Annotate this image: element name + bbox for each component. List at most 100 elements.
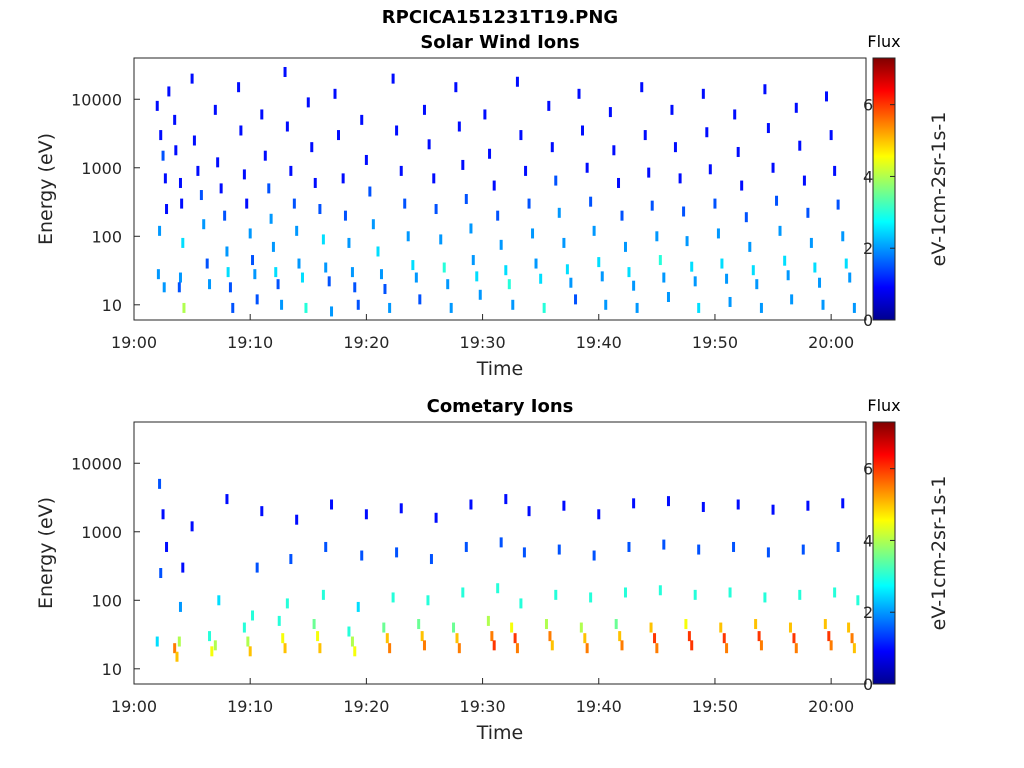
spectrogram-cell [682,206,686,217]
y-tick-label: 10 [102,296,122,315]
spectrogram-cell [829,130,833,141]
spectrogram-cell [754,619,758,630]
spectrogram-cell [318,643,322,654]
spectrogram-cell [420,631,424,642]
spectrogram-cell [658,255,662,266]
spectrogram-cell [395,125,399,136]
x-tick-label: 19:10 [227,333,273,352]
spectrogram-cell [205,258,209,269]
spectrogram-cell [757,631,761,642]
y-tick-label: 1000 [81,523,122,542]
colorbar-gradient [872,421,896,685]
spectrogram-cell [585,643,589,654]
spectrogram-cells [155,478,860,662]
spectrogram-cell [653,633,657,644]
spectrogram-cell [156,269,160,280]
y-tick-label: 10000 [71,90,122,109]
spectrogram-cell [208,631,212,642]
spectrogram-cell [632,498,636,509]
spectrogram-cell [847,622,851,633]
spectrogram-cell [471,255,475,266]
spectrogram-cell [260,109,264,120]
spectrogram-cell [548,631,552,642]
spectrogram-cell [690,640,694,651]
spectrogram-cell [196,165,200,176]
spectrogram-cell [353,646,357,657]
spectrogram-cell [766,123,770,134]
spectrogram-cell [368,186,372,197]
spectrogram-cell [725,643,729,654]
spectrogram-cell [592,225,596,236]
spectrogram-cell [177,282,181,293]
spectrogram-cell [242,622,246,633]
spectrogram-cell [483,109,487,120]
spectrogram-cell [608,107,612,118]
spectrogram-cell [242,169,246,180]
spectrogram-cell [655,231,659,242]
spectrogram-cell [678,173,682,184]
spectrogram-cell [292,198,296,209]
spectrogram-cell [330,499,334,510]
spectrogram-cell [225,494,229,505]
spectrogram-cell [343,210,347,221]
x-tick-label: 19:50 [692,697,738,716]
spectrogram-cell [383,284,387,295]
spectrogram-cell [239,125,243,136]
spectrogram-cell [163,173,167,184]
spectrogram-cell [620,640,624,651]
colorbar: Flux 0 2 4 6 eV-1cm-2sr-1s-1 [863,396,950,694]
spectrogram-cell [713,198,717,209]
spectrogram-cell [226,267,230,278]
spectrogram-cell [527,506,531,517]
spectrogram-cell [515,643,519,654]
spectrogram-cell [604,299,608,310]
spectrogram-cell [719,622,723,633]
colorbar-tick-label: 0 [863,675,873,694]
spectrogram-cell [364,154,368,165]
spectrogram-cell [253,269,257,280]
spectrogram-cell [461,587,465,598]
spectrogram-cell [632,280,636,291]
spectrogram-cell [539,273,543,284]
spectrogram-cell [417,619,421,630]
spectrogram-cell [763,592,767,603]
colorbar-tick-label: 2 [863,239,873,258]
spectrogram-cell [327,276,331,287]
spectrogram-cell [759,640,763,651]
spectrogram-cell [360,114,364,125]
spectrogram-cell [165,204,169,215]
spectrogram-cell [649,622,653,633]
spectrogram-cell [414,272,418,283]
x-tick-label: 19:20 [343,333,389,352]
spectrogram-cell [182,302,186,313]
spectrogram-cell [701,501,705,512]
spectrogram-cell [452,622,456,633]
spectrogram-cell [618,631,622,642]
spectrogram-cell [469,499,473,510]
spectrogram-cell [382,622,386,633]
spectrogram-cell [650,200,654,211]
spectrogram-cell [178,272,182,283]
spectrogram-cell [175,651,179,662]
x-tick-label: 19:10 [227,697,273,716]
spectrogram-cell [364,509,368,520]
spectrogram-cell [697,544,701,555]
y-axis-ticks: 10 100 1000 10000 [71,454,140,679]
spectrogram-cell [534,258,538,269]
spectrogram-cell [208,279,212,290]
spectrogram-cell [728,587,732,598]
spectrogram-cell [289,165,293,176]
spectrogram-cell [542,302,546,313]
spectrogram-cell [161,509,165,520]
spectrogram-cell [744,212,748,223]
spectrogram-cell [690,261,694,272]
colorbar-title: Flux [867,32,900,51]
x-axis-ticks: 19:00 19:10 19:20 19:30 19:40 19:50 20:00 [111,314,854,352]
spectrogram-cell [720,258,724,269]
colorbar-tick-label: 6 [863,460,873,479]
spectrogram-cell [597,509,601,520]
spectrogram-cell [312,619,316,630]
spectrogram-cell [486,615,490,626]
y-tick-label: 100 [91,591,122,610]
